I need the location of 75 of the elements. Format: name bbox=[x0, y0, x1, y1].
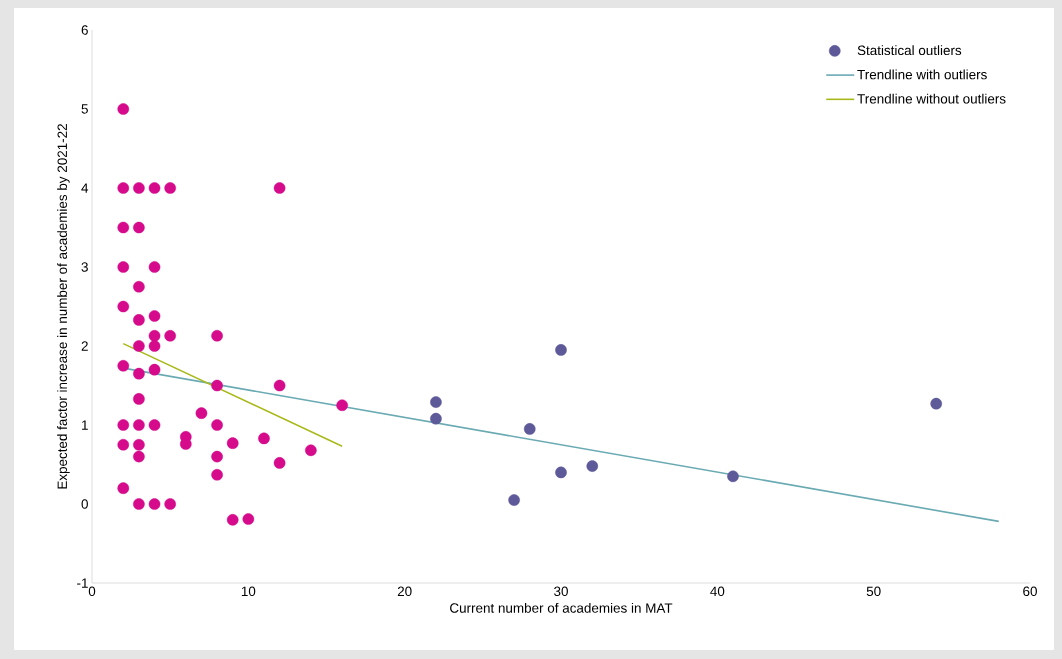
point bbox=[273, 457, 286, 469]
point bbox=[930, 397, 942, 410]
point bbox=[117, 438, 130, 451]
point bbox=[555, 466, 567, 479]
x-tick-label: 10 bbox=[241, 586, 256, 597]
x-tick-label: 0 bbox=[88, 586, 96, 597]
point bbox=[258, 432, 270, 445]
point bbox=[117, 482, 130, 494]
x-axis-title: Current number of academies in MAT bbox=[450, 602, 673, 613]
point bbox=[555, 344, 567, 356]
point bbox=[133, 438, 145, 451]
point bbox=[273, 182, 286, 194]
y-tick-label: 4 bbox=[81, 183, 89, 193]
legend-label: Trendline without outliers bbox=[857, 93, 1006, 104]
point bbox=[336, 399, 348, 412]
point bbox=[133, 498, 145, 510]
point bbox=[148, 310, 161, 322]
point bbox=[133, 393, 145, 405]
point bbox=[226, 514, 239, 526]
point bbox=[117, 300, 130, 313]
point bbox=[148, 261, 161, 273]
point bbox=[133, 367, 145, 380]
point bbox=[586, 460, 599, 472]
x-tick-label: 60 bbox=[1023, 586, 1037, 597]
point bbox=[430, 412, 442, 425]
point bbox=[117, 221, 130, 234]
point bbox=[148, 340, 161, 352]
point bbox=[164, 498, 176, 510]
point bbox=[117, 359, 130, 372]
point bbox=[117, 419, 130, 431]
x-tick-label: 40 bbox=[710, 586, 725, 597]
legend-label: Trendline with outliers bbox=[857, 69, 987, 80]
point bbox=[148, 419, 161, 431]
point bbox=[273, 379, 286, 392]
point bbox=[242, 513, 255, 525]
point bbox=[133, 314, 145, 326]
x-tick-label: 20 bbox=[397, 586, 412, 597]
point bbox=[148, 498, 161, 510]
point bbox=[148, 329, 161, 342]
point bbox=[164, 329, 176, 342]
point bbox=[195, 407, 208, 419]
point bbox=[117, 261, 130, 273]
point bbox=[430, 396, 442, 408]
y-tick-label: 3 bbox=[81, 262, 88, 272]
y-tick-label: -1 bbox=[77, 578, 88, 588]
x-tick-label: 50 bbox=[866, 586, 881, 597]
point bbox=[305, 444, 317, 457]
point bbox=[133, 340, 145, 352]
point bbox=[508, 494, 520, 506]
point bbox=[133, 221, 145, 234]
x-tick-label: 30 bbox=[554, 586, 568, 597]
point bbox=[164, 182, 176, 194]
point bbox=[211, 379, 223, 392]
point bbox=[523, 423, 536, 435]
y-tick-label: 0 bbox=[81, 499, 88, 509]
y-tick-label: 1 bbox=[82, 420, 88, 430]
point bbox=[133, 182, 145, 194]
point bbox=[117, 182, 130, 194]
point bbox=[148, 182, 161, 194]
point bbox=[133, 280, 145, 293]
y-tick-label: 6 bbox=[81, 25, 88, 35]
point bbox=[226, 437, 239, 449]
point bbox=[211, 329, 223, 342]
point bbox=[211, 419, 223, 431]
y-tick-label: 2 bbox=[81, 341, 88, 351]
legend-label: Statistical outliers bbox=[857, 45, 962, 56]
y-tick-label: 5 bbox=[81, 104, 88, 114]
point bbox=[727, 470, 739, 483]
point bbox=[133, 419, 145, 431]
point bbox=[211, 468, 223, 481]
point bbox=[133, 450, 145, 463]
point bbox=[148, 363, 161, 376]
y-axis-title: Expected factor increase in number of academies by 2021-22 bbox=[57, 124, 70, 489]
point bbox=[117, 103, 130, 115]
point bbox=[211, 450, 223, 463]
